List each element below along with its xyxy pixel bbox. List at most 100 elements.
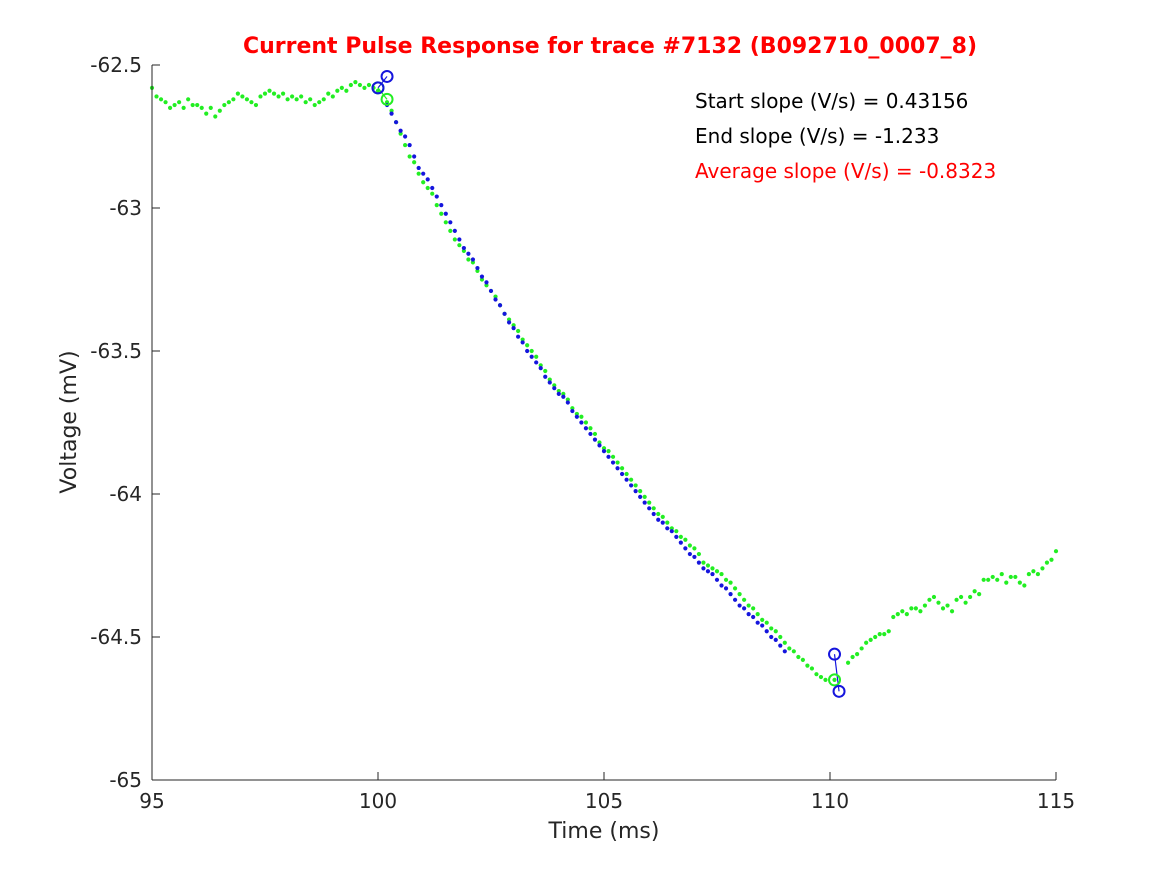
x-tick-label: 110 (811, 789, 849, 813)
blue-trace-point (651, 511, 656, 517)
green-trace-point (873, 634, 878, 640)
x-tick-label: 100 (359, 789, 397, 813)
green-trace-point (954, 597, 959, 602)
green-trace-point (868, 637, 873, 642)
green-trace-point (434, 203, 439, 208)
green-trace-point (818, 674, 824, 680)
green-trace-point (705, 563, 711, 568)
blue-trace-point (678, 540, 683, 545)
green-trace-point (809, 666, 815, 671)
green-trace-point (516, 328, 521, 334)
blue-trace-point (624, 477, 629, 482)
green-trace-point (610, 454, 616, 459)
green-trace-point (845, 660, 851, 665)
green-trace-point (163, 100, 168, 105)
blue-trace-point (556, 391, 561, 396)
y-axis-label: Voltage (mV) (57, 350, 82, 493)
blue-trace-point (710, 571, 715, 577)
green-trace-point (769, 626, 774, 631)
green-trace-point (714, 569, 720, 574)
green-trace-point (882, 632, 887, 637)
green-trace-point (285, 97, 290, 102)
green-trace-point (945, 603, 950, 608)
y-tick-label: -65 (109, 768, 142, 792)
blue-trace-point (412, 154, 417, 159)
blue-trace-point (610, 460, 616, 465)
blue-trace-point (629, 483, 634, 488)
green-trace-point (158, 97, 164, 102)
green-trace-point (900, 609, 905, 614)
blue-trace-point (493, 297, 498, 302)
green-trace-point (321, 97, 326, 102)
green-trace-point (904, 612, 909, 617)
blue-trace-point (443, 211, 448, 216)
blue-trace-point (466, 251, 471, 256)
green-trace-point (240, 94, 245, 99)
start-blue-marker (371, 81, 385, 95)
green-trace-point (977, 592, 982, 597)
x-axis-label: Time (ms) (548, 819, 660, 844)
green-trace-point (742, 597, 747, 602)
blue-trace-point (452, 228, 457, 233)
blue-trace-point (475, 265, 480, 271)
green-trace-point (353, 80, 358, 85)
green-trace-point (217, 108, 222, 113)
y-tick-label: -63 (109, 196, 142, 220)
green-trace-point (791, 649, 796, 654)
green-trace-point (1017, 580, 1022, 585)
green-trace-point (787, 646, 792, 651)
green-trace-point (276, 94, 281, 99)
blue-trace-point (439, 203, 444, 208)
blue-trace-point (561, 394, 566, 399)
blue-trace-point (633, 489, 638, 494)
green-trace-point (457, 243, 462, 248)
y-axis-ticks: -65 -64.5 -64 -63.5 -63 -62.5 (90, 53, 160, 792)
green-trace-point (448, 228, 453, 233)
green-trace-point (344, 88, 349, 93)
green-trace-point (760, 617, 765, 622)
green-trace-point (1053, 549, 1059, 554)
blue-trace-point (565, 400, 570, 405)
blue-trace-point (425, 177, 430, 182)
end-green-marker (828, 673, 842, 687)
blue-trace-point (714, 577, 720, 582)
green-trace-point (416, 171, 421, 176)
blue-trace-point (579, 420, 584, 425)
green-trace-point (850, 654, 855, 660)
green-trace-point (981, 577, 986, 582)
green-trace-point (751, 606, 756, 611)
green-trace-point (647, 500, 652, 505)
x-tick-label: 95 (139, 789, 164, 813)
blue-trace-point (534, 360, 539, 365)
blue-trace-point (751, 614, 756, 620)
green-trace-point (995, 577, 1000, 582)
green-trace-point (665, 520, 670, 525)
green-trace-point (177, 100, 182, 105)
blue-trace-point (570, 408, 575, 414)
green-trace-point (931, 594, 937, 600)
green-trace-point (249, 100, 254, 105)
blue-trace-point (592, 437, 598, 442)
green-trace-point (773, 629, 778, 634)
y-tick-label: -64.5 (90, 625, 142, 649)
blue-trace-point (778, 643, 783, 648)
green-trace-point (855, 652, 860, 657)
green-trace-point (732, 586, 738, 591)
blue-trace-point (574, 414, 579, 419)
green-trace-point (719, 571, 724, 577)
blue-trace-point (597, 443, 602, 448)
green-trace-point (204, 111, 209, 116)
green-trace-point (348, 82, 353, 88)
blue-trace-point (488, 288, 494, 294)
green-trace-point (213, 114, 218, 119)
blue-trace-point (529, 354, 534, 359)
start-green-marker (380, 92, 394, 106)
green-trace-point (701, 560, 706, 565)
green-trace-point (443, 220, 448, 225)
blue-trace-point (696, 560, 702, 565)
green-trace-point (335, 88, 340, 93)
green-trace-point (633, 483, 638, 488)
green-trace-point (529, 348, 534, 354)
blue-trace-point (502, 311, 507, 316)
